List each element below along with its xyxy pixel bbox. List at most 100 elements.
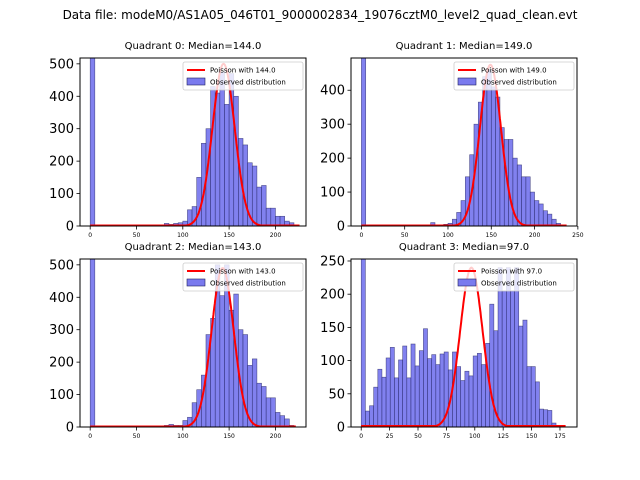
- poisson-curve: [361, 266, 566, 427]
- x-tick-label: 150: [486, 232, 498, 239]
- histogram-bar: [538, 203, 544, 226]
- legend-label-observed: Observed distribution: [481, 280, 557, 288]
- x-tick-label: 100: [177, 433, 189, 440]
- y-tick-label: 200: [49, 356, 74, 371]
- y-tick-label: 400: [49, 90, 74, 105]
- histogram-bar: [543, 409, 549, 427]
- y-tick-label: 50: [328, 387, 345, 402]
- histogram-bar: [514, 267, 520, 427]
- x-tick-label: 150: [526, 433, 538, 440]
- y-tick-label: 0: [66, 421, 74, 436]
- subplot-title: Quadrant 1: Median=149.0: [396, 41, 533, 52]
- subplot-quadrant-1: 0 50 100 150 200 250 0 100 200 300 400 Quadrant 1: …: [320, 41, 584, 239]
- legend-label-poisson: Poisson with 143.0: [210, 268, 276, 276]
- histogram-bar: [89, 58, 96, 226]
- histogram-bar: [365, 410, 370, 427]
- x-tick-label: 200: [270, 433, 282, 440]
- y-tick-label: 0: [337, 421, 345, 436]
- y-tick-label: 100: [320, 186, 345, 201]
- histogram-bar: [521, 176, 527, 226]
- histogram-bar: [270, 397, 276, 427]
- subplot-quadrant-2: 0 50 100 150 200 0 100 200 300 400 500 Quadrant 2: …: [49, 242, 307, 440]
- legend-box: [182, 61, 304, 91]
- histogram-bar: [406, 377, 412, 427]
- x-tick-label: 100: [177, 232, 189, 239]
- histogram-bar: [251, 358, 258, 427]
- x-tick-label: 150: [223, 232, 235, 239]
- y-tick-label: 200: [49, 155, 74, 170]
- histogram-bar: [506, 267, 511, 427]
- y-tick-label: 500: [49, 258, 74, 273]
- histogram-bar: [373, 386, 379, 427]
- histogram-bar: [418, 350, 424, 427]
- y-tick-label: 300: [49, 122, 74, 137]
- histogram-bar: [431, 354, 437, 427]
- histogram-bar: [270, 207, 276, 226]
- histogram-bar: [501, 290, 507, 427]
- legend: Poisson with 143.0 Observed distribution: [182, 262, 304, 292]
- legend-bar-swatch: [186, 278, 206, 287]
- histogram-bar: [476, 352, 482, 427]
- histogram-bar: [481, 364, 486, 427]
- histogram-bar: [360, 259, 366, 427]
- x-tick-label: 75: [443, 433, 451, 440]
- histogram-bar: [251, 165, 258, 226]
- legend: Poisson with 144.0 Observed distribution: [182, 61, 304, 91]
- axes-frame: [350, 258, 578, 428]
- histogram-bar: [369, 405, 374, 427]
- y-tick-label: 250: [320, 254, 345, 269]
- x-tick-label: 50: [133, 232, 141, 239]
- histogram-bar: [256, 186, 262, 226]
- legend-bar-swatch: [457, 77, 477, 86]
- histogram-bar: [261, 185, 267, 226]
- histogram-bar: [486, 69, 492, 226]
- legend-box: [453, 61, 575, 91]
- subplot-quadrant-3: 0 25 50 75 100 125 150 175 0 50 100 150 200 250 Quadra…: [320, 242, 578, 440]
- axes-frame: [79, 57, 307, 227]
- histogram-bar: [265, 397, 272, 427]
- x-tick-label: 250: [572, 232, 584, 239]
- histogram-bar: [361, 58, 367, 226]
- histogram-bar: [385, 357, 391, 427]
- y-tick-label: 100: [320, 354, 345, 369]
- histogram-bar: [289, 222, 295, 226]
- histogram-bar: [472, 355, 478, 427]
- legend: Poisson with 149.0 Observed distribution: [453, 61, 575, 91]
- y-tick-label: 400: [49, 291, 74, 306]
- histogram-bar: [284, 418, 290, 427]
- x-tick-label: 25: [386, 433, 394, 440]
- histogram-bar: [196, 177, 202, 226]
- y-tick-label: 300: [49, 323, 74, 338]
- y-tick-label: 100: [49, 187, 74, 202]
- histogram-bar: [279, 415, 285, 427]
- histogram-bar: [525, 176, 531, 226]
- x-tick-label: 0: [359, 232, 363, 239]
- histogram-bar: [518, 325, 524, 427]
- x-tick-label: 0: [359, 433, 363, 440]
- subplot-title: Quadrant 3: Median=97.0: [399, 242, 529, 253]
- x-tick-label: 100: [442, 232, 454, 239]
- legend-label-observed: Observed distribution: [481, 79, 557, 87]
- histogram-bar: [394, 377, 399, 427]
- histogram-bar: [489, 303, 495, 427]
- histogram-bar: [389, 347, 395, 427]
- x-tick-label: 50: [401, 232, 409, 239]
- histogram-bar: [435, 364, 441, 427]
- subplot-title: Quadrant 0: Median=144.0: [125, 41, 262, 52]
- histogram-bar: [456, 366, 462, 427]
- histogram-bar: [265, 207, 272, 226]
- histogram-bar: [551, 218, 557, 226]
- y-tick-label: 200: [320, 288, 345, 303]
- legend-bar-swatch: [186, 77, 206, 86]
- y-tick-label: 400: [320, 84, 345, 99]
- histogram-bar: [427, 358, 432, 427]
- histogram-bar: [410, 343, 416, 427]
- y-tick-label: 300: [320, 118, 345, 133]
- y-tick-label: 500: [49, 57, 74, 72]
- histogram-bars: [360, 259, 557, 427]
- x-tick-label: 50: [414, 433, 422, 440]
- histogram-bar: [402, 345, 408, 427]
- histogram-bar: [542, 210, 548, 226]
- legend-bar-swatch: [457, 278, 477, 287]
